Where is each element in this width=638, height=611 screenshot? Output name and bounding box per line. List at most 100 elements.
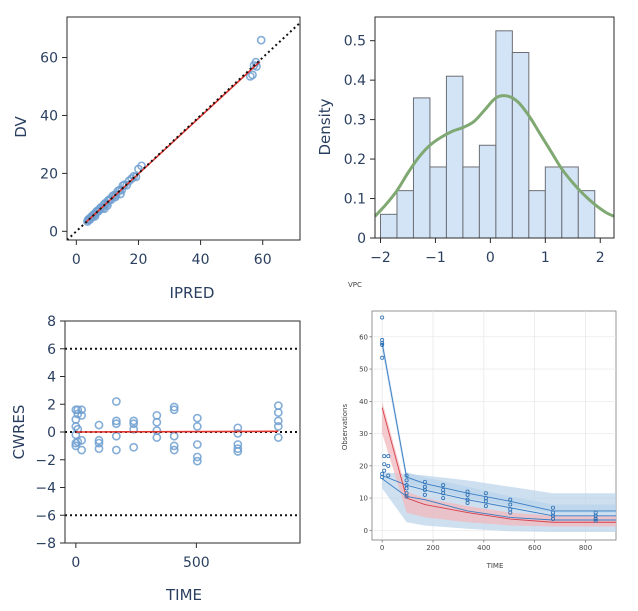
data-point bbox=[77, 405, 87, 415]
y-tick-label: −6 bbox=[35, 508, 56, 524]
observation-point bbox=[441, 491, 446, 496]
data-point bbox=[111, 416, 121, 426]
data-point bbox=[169, 431, 179, 441]
observation-point bbox=[593, 517, 598, 522]
y-tick-label: 0 bbox=[357, 231, 366, 247]
y-tick-label: 50 bbox=[359, 366, 368, 374]
observation-point bbox=[386, 473, 391, 478]
observation-point bbox=[382, 462, 387, 467]
x-tick-label: 0 bbox=[486, 250, 495, 266]
x-axis-label: VPC bbox=[348, 281, 362, 289]
y-tick-label: 8 bbox=[47, 314, 56, 330]
y-tick-label: −4 bbox=[35, 481, 56, 497]
dv-vs-ipred-panel: IPRED DV 0 20 40 60 0 20 40 60 bbox=[12, 16, 301, 302]
x-tick-label: 500 bbox=[183, 555, 210, 571]
histogram-bar bbox=[544, 166, 563, 239]
x-tick-label: 200 bbox=[426, 544, 439, 552]
x-axis-label: IPRED bbox=[170, 284, 215, 302]
observation-point bbox=[422, 479, 427, 484]
data-point bbox=[131, 172, 141, 182]
y-tick-label: 4 bbox=[47, 370, 56, 386]
histogram-bar bbox=[478, 144, 497, 239]
histogram-bar bbox=[528, 190, 546, 239]
observation-point bbox=[422, 488, 427, 493]
y-tick-label: 0 bbox=[47, 425, 56, 441]
vpc-line bbox=[381, 478, 616, 521]
x-tick-label: 800 bbox=[579, 544, 592, 552]
y-tick-label: 0.2 bbox=[344, 152, 366, 168]
plot-area bbox=[67, 22, 300, 240]
data-point bbox=[192, 422, 202, 431]
vpc-line bbox=[381, 343, 616, 512]
observation-point bbox=[550, 505, 555, 510]
observation-point bbox=[593, 518, 598, 523]
data-point bbox=[77, 445, 87, 455]
y-tick-label: 20 bbox=[359, 462, 368, 470]
y-tick-label: −8 bbox=[35, 536, 56, 552]
vpc-line bbox=[382, 475, 616, 517]
data-point bbox=[94, 438, 104, 448]
data-point bbox=[94, 420, 104, 430]
observation-point bbox=[508, 510, 513, 515]
y-tick-label: 0.4 bbox=[344, 73, 366, 89]
x-axis-label: TIME bbox=[165, 586, 202, 604]
data-point bbox=[129, 442, 139, 452]
data-point bbox=[111, 431, 121, 441]
observation-point bbox=[550, 517, 555, 522]
y-tick-label: 60 bbox=[40, 51, 58, 67]
histogram-bar bbox=[396, 190, 414, 239]
vpc-plot-panel: TIME Observations 0 200 400 600 800 0 10 20 30 40… bbox=[341, 310, 617, 570]
y-tick-label: 40 bbox=[359, 398, 368, 406]
y-axis-label: Density bbox=[316, 98, 334, 155]
data-point bbox=[192, 440, 202, 449]
observation-point bbox=[508, 502, 513, 507]
observation-point bbox=[380, 315, 385, 320]
x-tick-label: 1 bbox=[541, 250, 550, 266]
y-tick-label: 2 bbox=[47, 397, 56, 413]
data-point bbox=[192, 413, 202, 423]
x-tick-label: 20 bbox=[130, 252, 148, 268]
data-point bbox=[152, 417, 162, 427]
data-point bbox=[152, 410, 162, 420]
observation-point bbox=[483, 504, 488, 509]
histogram-bar bbox=[429, 166, 447, 239]
data-point bbox=[273, 416, 283, 426]
observation-point bbox=[386, 463, 391, 468]
data-point bbox=[94, 435, 104, 445]
y-tick-label: 0.3 bbox=[344, 113, 366, 129]
data-point bbox=[169, 405, 179, 415]
plot-area bbox=[375, 94, 614, 218]
data-point bbox=[273, 422, 283, 431]
observation-point bbox=[382, 454, 387, 459]
vpc-line bbox=[381, 407, 616, 523]
x-tick-label: 600 bbox=[528, 544, 541, 552]
trend-line bbox=[75, 430, 279, 433]
x-tick-label: −1 bbox=[425, 250, 446, 266]
histogram-bar bbox=[412, 97, 431, 239]
plot-area bbox=[65, 347, 300, 517]
data-point bbox=[124, 176, 134, 186]
data-point bbox=[152, 426, 162, 436]
observation-point bbox=[404, 494, 409, 499]
histogram-bar bbox=[379, 213, 398, 239]
histogram-bar bbox=[495, 30, 513, 239]
vpc-histogram-panel: VPC Density −2 −1 0 1 2 0 0.1 0.2 0.3 0.4 0.5 bbox=[316, 16, 615, 289]
trend-line bbox=[85, 61, 261, 224]
data-point bbox=[73, 424, 83, 434]
data-point bbox=[94, 444, 104, 454]
observation-point bbox=[404, 473, 409, 478]
x-tick-label: 0 bbox=[72, 252, 81, 268]
data-point bbox=[169, 445, 179, 455]
data-point bbox=[273, 408, 283, 417]
data-point bbox=[233, 444, 243, 454]
data-point bbox=[248, 70, 257, 80]
data-point bbox=[127, 174, 137, 184]
observation-point bbox=[386, 454, 391, 459]
observation-point bbox=[380, 341, 385, 346]
data-point bbox=[129, 419, 139, 429]
x-tick-label: −2 bbox=[370, 250, 391, 266]
y-axis-label: Observations bbox=[341, 404, 349, 451]
x-tick-label: 2 bbox=[596, 250, 605, 266]
y-tick-label: 0.5 bbox=[344, 34, 366, 50]
